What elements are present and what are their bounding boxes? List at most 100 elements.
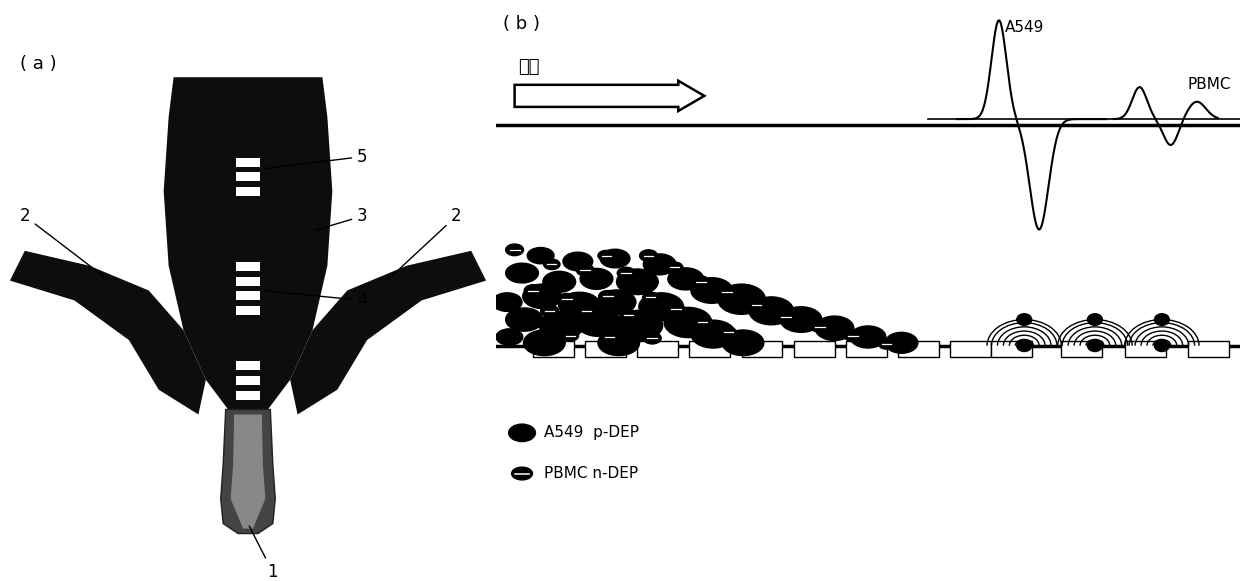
Text: PBMC n-DEP: PBMC n-DEP xyxy=(544,466,639,481)
Ellipse shape xyxy=(525,285,542,296)
Ellipse shape xyxy=(644,332,661,344)
Bar xyxy=(236,306,260,315)
Text: 2: 2 xyxy=(389,207,461,279)
Bar xyxy=(236,361,260,370)
Ellipse shape xyxy=(811,321,828,332)
Ellipse shape xyxy=(506,244,523,256)
Ellipse shape xyxy=(598,290,636,314)
Bar xyxy=(898,341,939,357)
Ellipse shape xyxy=(666,262,683,272)
Ellipse shape xyxy=(558,293,575,305)
Ellipse shape xyxy=(815,316,854,340)
Ellipse shape xyxy=(506,308,543,331)
Ellipse shape xyxy=(618,267,635,279)
Ellipse shape xyxy=(506,263,538,283)
Ellipse shape xyxy=(492,293,522,311)
Ellipse shape xyxy=(527,248,554,264)
Bar xyxy=(991,341,1032,357)
Bar xyxy=(846,341,887,357)
Ellipse shape xyxy=(577,309,621,336)
Ellipse shape xyxy=(642,292,658,303)
Bar xyxy=(637,341,678,357)
Text: ( b ): ( b ) xyxy=(503,15,541,33)
Ellipse shape xyxy=(558,292,600,318)
Ellipse shape xyxy=(539,311,584,339)
Text: A549: A549 xyxy=(1004,20,1044,35)
Ellipse shape xyxy=(512,467,532,480)
Ellipse shape xyxy=(541,305,558,317)
Text: PBMC: PBMC xyxy=(1188,77,1231,92)
Ellipse shape xyxy=(691,278,733,303)
Ellipse shape xyxy=(644,254,676,275)
Ellipse shape xyxy=(523,284,562,309)
Text: ( a ): ( a ) xyxy=(20,55,57,73)
Text: 液流: 液流 xyxy=(518,58,539,76)
Ellipse shape xyxy=(580,268,613,289)
Bar xyxy=(236,390,260,400)
Ellipse shape xyxy=(599,290,616,302)
Ellipse shape xyxy=(718,286,735,297)
Bar xyxy=(689,341,730,357)
Circle shape xyxy=(1087,314,1102,325)
Ellipse shape xyxy=(720,327,737,338)
Bar xyxy=(950,341,991,357)
Bar xyxy=(236,157,260,167)
Polygon shape xyxy=(221,410,275,533)
Text: 5: 5 xyxy=(264,148,367,168)
Bar xyxy=(794,341,835,357)
Bar xyxy=(742,341,782,357)
Bar xyxy=(585,341,626,357)
Bar xyxy=(236,187,260,196)
Ellipse shape xyxy=(665,307,712,338)
Ellipse shape xyxy=(577,264,594,276)
Bar xyxy=(236,261,260,271)
Ellipse shape xyxy=(640,250,657,261)
Ellipse shape xyxy=(718,284,765,314)
Ellipse shape xyxy=(543,271,575,292)
Ellipse shape xyxy=(615,310,662,340)
Text: 4: 4 xyxy=(264,290,367,310)
Ellipse shape xyxy=(616,269,658,295)
FancyArrow shape xyxy=(515,81,704,111)
Ellipse shape xyxy=(885,332,918,353)
Ellipse shape xyxy=(691,320,735,348)
Ellipse shape xyxy=(600,249,630,268)
Bar xyxy=(533,341,574,357)
Text: 2: 2 xyxy=(20,207,107,279)
Ellipse shape xyxy=(496,329,523,345)
Ellipse shape xyxy=(668,268,703,290)
Ellipse shape xyxy=(667,303,684,315)
Ellipse shape xyxy=(780,307,822,332)
Ellipse shape xyxy=(692,276,709,288)
Circle shape xyxy=(1154,314,1169,325)
Bar xyxy=(1125,341,1166,357)
Ellipse shape xyxy=(562,331,579,341)
Text: 3: 3 xyxy=(315,207,368,230)
Text: A549  p-DEP: A549 p-DEP xyxy=(544,425,640,440)
Ellipse shape xyxy=(601,332,618,342)
Ellipse shape xyxy=(844,330,862,342)
Ellipse shape xyxy=(777,311,795,322)
Ellipse shape xyxy=(851,326,885,348)
Ellipse shape xyxy=(748,300,765,310)
Ellipse shape xyxy=(523,330,565,356)
Ellipse shape xyxy=(598,330,640,356)
Bar xyxy=(1061,341,1102,357)
Text: 1: 1 xyxy=(249,526,278,581)
Circle shape xyxy=(1017,314,1032,325)
Bar xyxy=(236,376,260,385)
Ellipse shape xyxy=(620,310,636,320)
Ellipse shape xyxy=(694,317,711,328)
Circle shape xyxy=(1017,340,1032,352)
Polygon shape xyxy=(10,251,206,414)
Ellipse shape xyxy=(579,306,595,316)
Circle shape xyxy=(1087,340,1102,352)
Ellipse shape xyxy=(563,252,593,271)
Ellipse shape xyxy=(722,330,764,356)
Polygon shape xyxy=(290,251,486,414)
Bar xyxy=(236,277,260,285)
Ellipse shape xyxy=(639,293,683,321)
Polygon shape xyxy=(164,77,332,410)
Ellipse shape xyxy=(543,259,560,270)
Bar xyxy=(236,292,260,300)
